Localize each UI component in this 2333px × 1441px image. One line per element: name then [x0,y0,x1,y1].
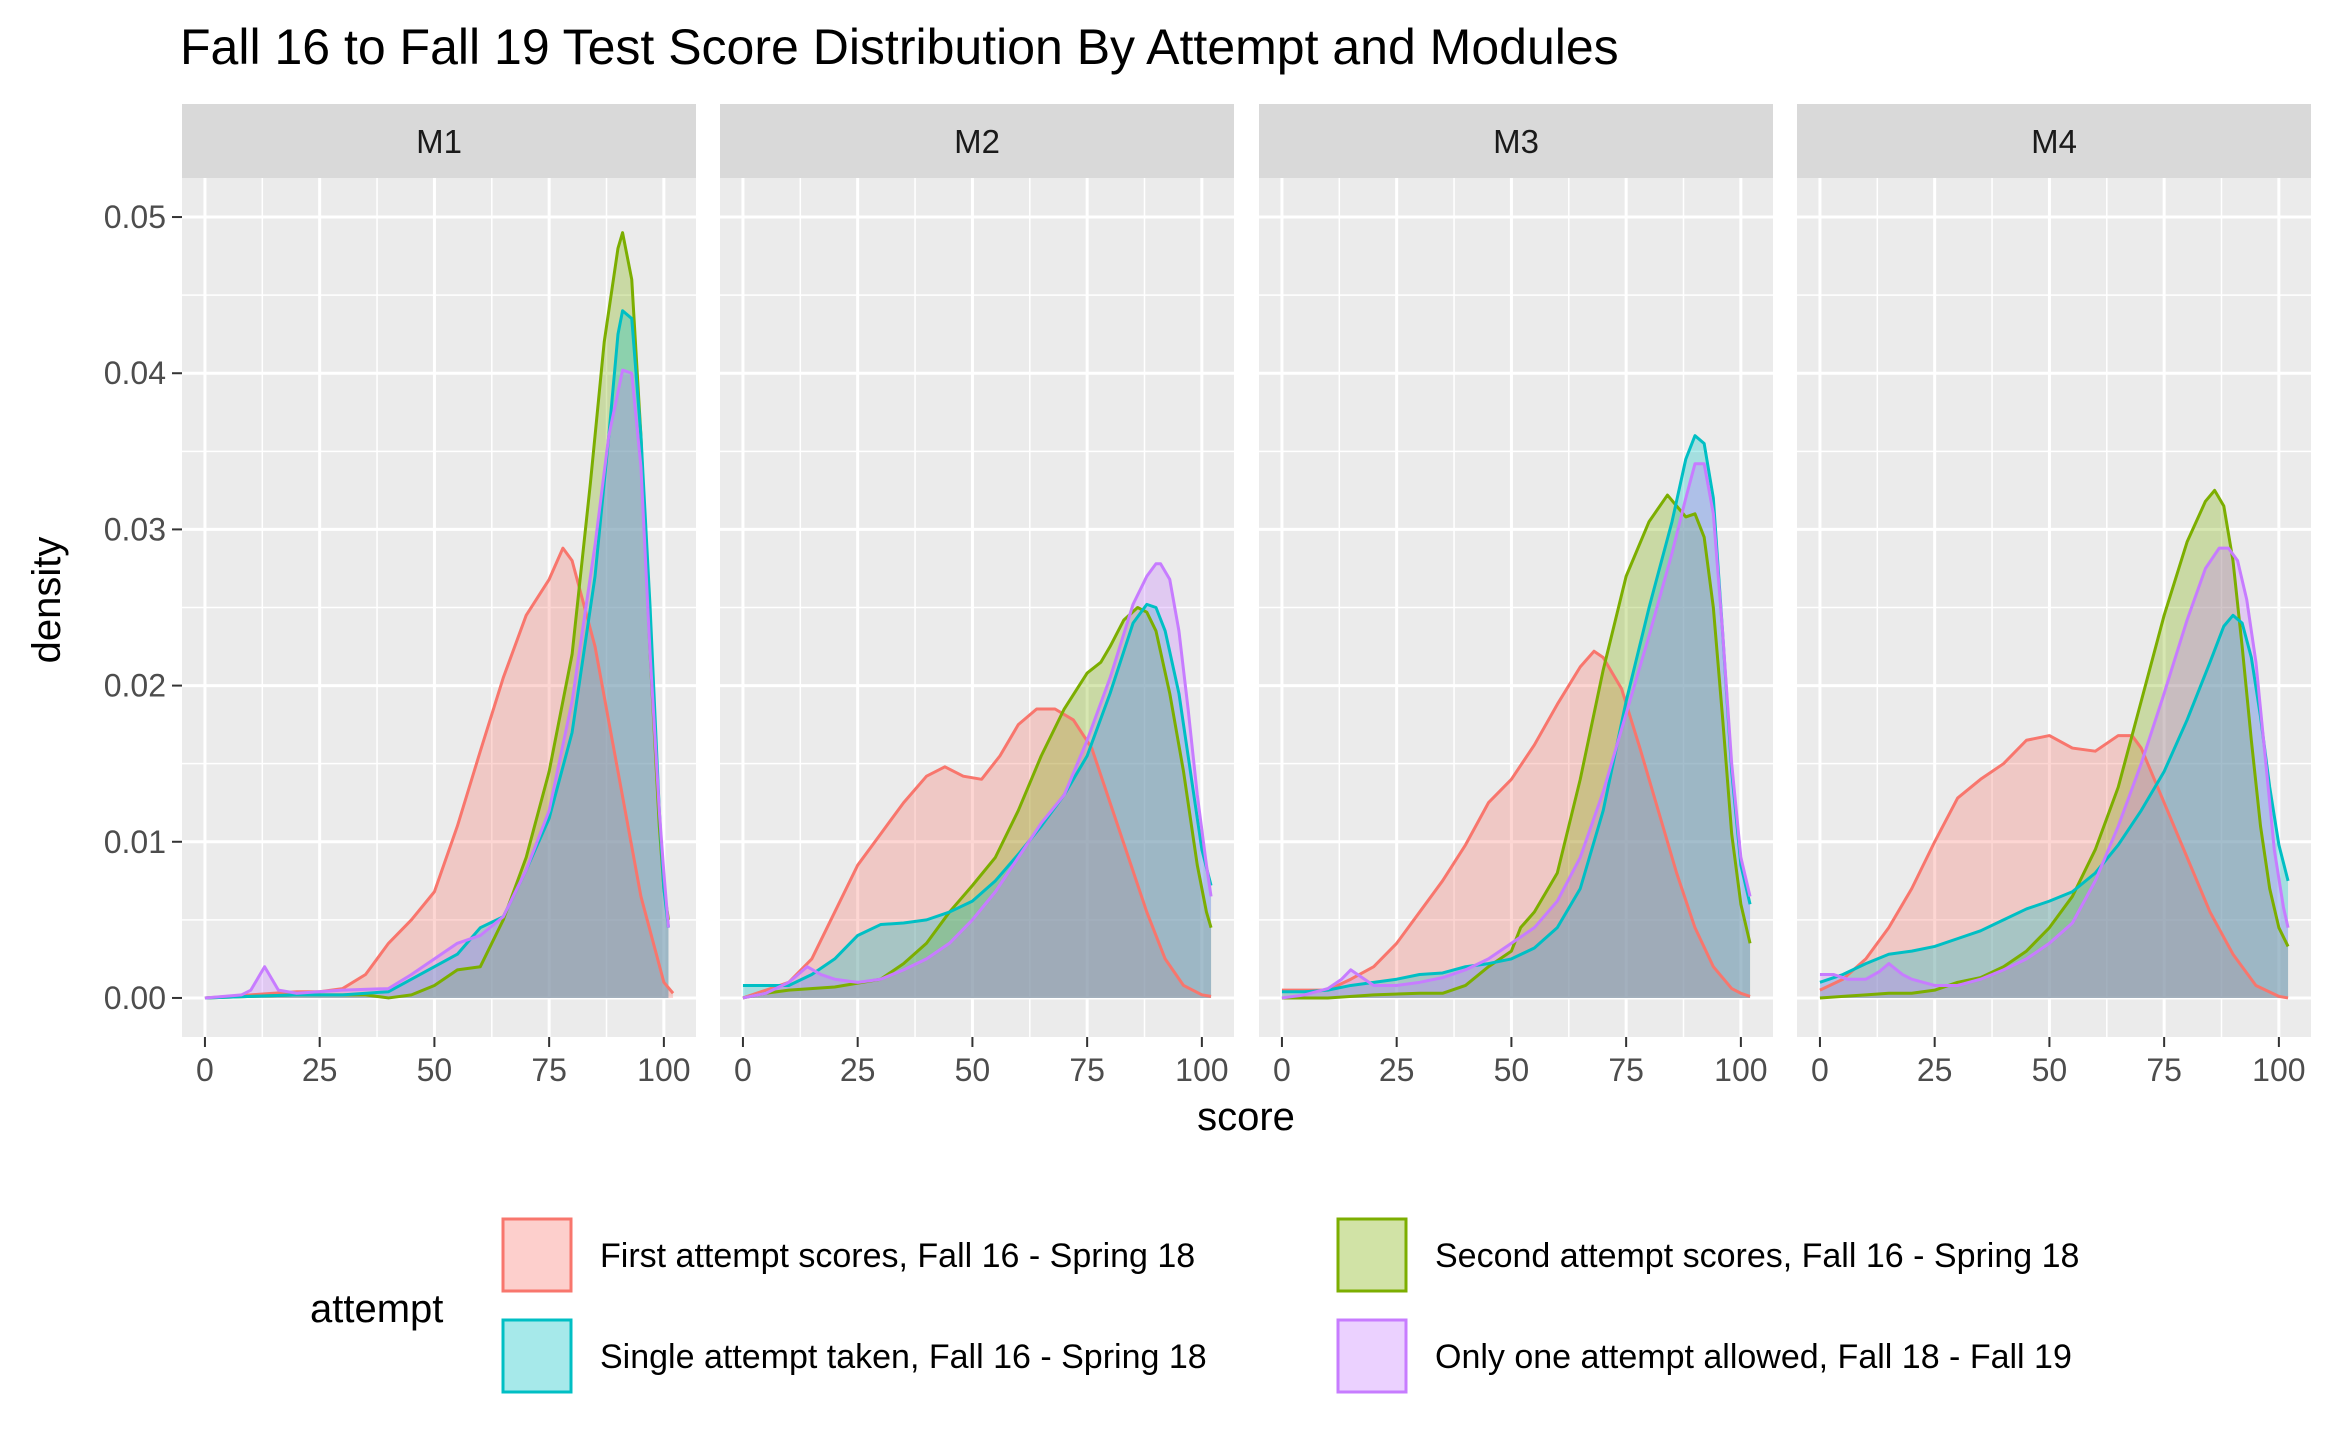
strip-m2 [720,104,1234,178]
x-tick-label-m1: 0 [196,1052,214,1088]
density-line-first-m2 [742,707,1212,1000]
y-axis-title: density [25,537,69,664]
strip-m1 [182,104,696,178]
panel-m3: M3 0 25 50 75 100 [1259,104,1773,1088]
y-tick-label: 0.01 [104,824,166,860]
x-tick-label-m2: 0 [734,1052,752,1088]
legend-item-only: Only one attempt allowed, Fall 18 - Fall… [1336,1318,2072,1394]
x-tick-label-m4: 25 [1917,1052,1953,1088]
density-line-single-m4 [1819,613,2290,984]
density-area-first-m1 [204,548,674,998]
density-area-second-m3 [1281,495,1751,998]
legend-item-second: Second attempt scores, Fall 16 - Spring … [1336,1217,2079,1293]
density-line-first-m3 [1281,649,1751,998]
legend: attempt First attempt scores, Fall 16 - … [310,1217,2079,1394]
density-area-first-m2 [742,709,1212,998]
x-tick-label-m3: 25 [1379,1052,1415,1088]
panel-m2: M2 0 25 50 75 100 [720,104,1234,1088]
y-tick-label: 0.05 [104,199,166,235]
legend-key-second [1336,1217,1408,1293]
panel-m4: M4 0 25 50 75 100 [1797,104,2311,1088]
density-line-single-m2 [742,602,1213,987]
y-tick-label: 0.02 [104,668,166,704]
density-area-first-m4 [1819,735,2289,998]
x-tick-label-m3: 0 [1273,1052,1291,1088]
facet-panels: M1 0 25 50 75 100 0.00 0.01 0.02 0.03 0.04 0.05 M2 0 2… [104,104,2311,1088]
chart-title: Fall 16 to Fall 19 Test Score Distributi… [180,19,1619,75]
density-area-only-m3 [1281,463,1751,998]
x-tick-label-m4: 75 [2146,1052,2182,1088]
x-tick-label-m4: 50 [2032,1052,2068,1088]
density-line-single-m1 [204,309,670,1000]
y-tick-label: 0.03 [104,511,166,547]
y-tick-label: 0.04 [104,355,166,391]
legend-title: attempt [310,1287,443,1331]
density-area-second-m4 [1819,490,2289,998]
legend-key-only [1336,1318,1408,1394]
legend-key-first [501,1217,573,1293]
legend-item-first: First attempt scores, Fall 16 - Spring 1… [501,1217,1195,1293]
x-tick-label-m3: 75 [1608,1052,1644,1088]
x-tick-label-m2: 100 [1175,1052,1228,1088]
density-line-second-m3 [1281,493,1752,1000]
x-tick-label-m4: 100 [2252,1052,2305,1088]
x-tick-label-m2: 75 [1069,1052,1105,1088]
x-tick-label-m2: 50 [955,1052,991,1088]
x-tick-label-m3: 100 [1714,1052,1767,1088]
x-tick-label-m1: 75 [531,1052,567,1088]
density-area-single-m4 [1819,615,2289,998]
density-area-only-m4 [1819,548,2289,998]
density-line-single-m3 [1281,434,1752,994]
strip-m4 [1797,104,2311,178]
density-line-only-m3 [1281,462,1752,1000]
legend-key-single [501,1318,573,1394]
strip-m3 [1259,104,1773,178]
x-tick-label-m2: 25 [840,1052,876,1088]
strip-label-m1: M1 [416,123,462,160]
density-line-only-m2 [742,562,1213,1000]
density-line-only-m1 [204,368,670,1000]
panel-m1: M1 0 25 50 75 100 0.00 0.01 0.02 0.03 0.04 0.05 [104,104,696,1088]
legend-item-single: Single attempt taken, Fall 16 - Spring 1… [501,1318,1207,1394]
density-line-only-m4 [1819,546,2290,987]
legend-label-first: First attempt scores, Fall 16 - Spring 1… [600,1237,1195,1275]
x-axis-title: score [1197,1095,1295,1139]
density-area-single-m1 [204,310,669,998]
density-area-single-m2 [742,604,1212,998]
x-tick-label-m3: 50 [1494,1052,1530,1088]
x-tick-label-m4: 0 [1811,1052,1829,1088]
legend-label-single: Single attempt taken, Fall 16 - Spring 1… [600,1338,1207,1376]
legend-label-only: Only one attempt allowed, Fall 18 - Fall… [1435,1338,2072,1376]
x-tick-label-m1: 50 [417,1052,453,1088]
legend-label-second: Second attempt scores, Fall 16 - Spring … [1435,1237,2079,1275]
y-tick-label: 0.00 [104,980,166,1016]
density-area-only-m2 [742,563,1212,998]
x-tick-label-m1: 25 [302,1052,338,1088]
x-tick-label-m1: 100 [637,1052,690,1088]
density-line-first-m4 [1819,734,2289,1000]
density-area-only-m1 [204,370,669,998]
density-area-first-m3 [1281,651,1751,998]
strip-label-m4: M4 [2031,123,2077,160]
density-line-second-m4 [1819,488,2290,1000]
density-area-single-m3 [1281,435,1751,998]
density-area-second-m2 [742,607,1212,998]
strip-label-m2: M2 [954,123,1000,160]
strip-label-m3: M3 [1493,123,1539,160]
